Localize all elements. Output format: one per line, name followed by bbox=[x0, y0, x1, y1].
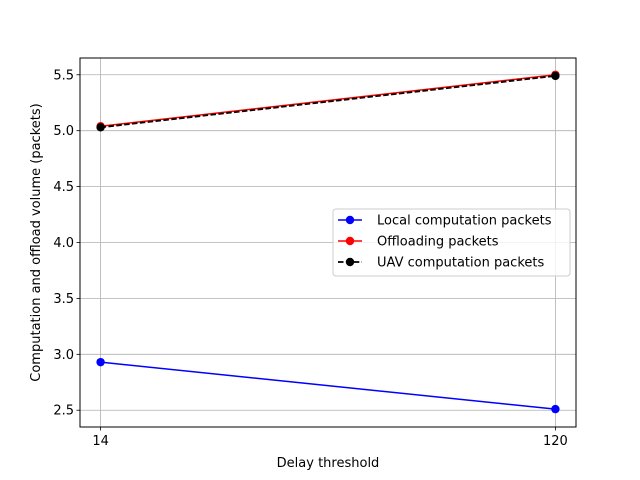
legend-box bbox=[332, 208, 571, 277]
series-line bbox=[100, 74, 556, 127]
y-tick-label: 4.0 bbox=[53, 236, 74, 251]
legend-label: UAV computation packets bbox=[377, 256, 544, 271]
x-tick-label: 14 bbox=[92, 434, 109, 449]
legend-label: Local computation packets bbox=[377, 214, 552, 229]
data-point bbox=[551, 71, 560, 81]
series-layer bbox=[96, 70, 560, 414]
axis-ticks: 2.5 3.0 3.5 4.0 4.5 5.0 5.5 14 120 bbox=[53, 68, 568, 449]
legend-marker bbox=[345, 215, 355, 225]
legend-label: Offloading packets bbox=[377, 235, 499, 250]
data-point bbox=[96, 123, 105, 132]
y-tick-label: 4.5 bbox=[53, 180, 74, 195]
x-axis-label: Delay threshold bbox=[277, 456, 380, 471]
legend-marker bbox=[345, 257, 355, 267]
series-line bbox=[100, 361, 556, 410]
y-axis-label: Computation and offload volume (packets) bbox=[29, 103, 44, 381]
data-point bbox=[551, 404, 560, 414]
y-tick-label: 5.5 bbox=[53, 68, 74, 83]
series-1 bbox=[96, 357, 560, 414]
legend: Local computation packets Offloading pack… bbox=[332, 208, 571, 277]
legend-marker bbox=[345, 236, 355, 246]
y-tick-label: 3.0 bbox=[53, 348, 74, 363]
series-line bbox=[100, 74, 556, 129]
x-tick-label: 120 bbox=[543, 434, 568, 449]
series-3 bbox=[96, 71, 560, 132]
data-point bbox=[96, 357, 105, 367]
y-tick-label: 2.5 bbox=[53, 404, 74, 419]
y-tick-label: 3.5 bbox=[53, 292, 74, 307]
y-tick-label: 5.0 bbox=[53, 124, 74, 139]
